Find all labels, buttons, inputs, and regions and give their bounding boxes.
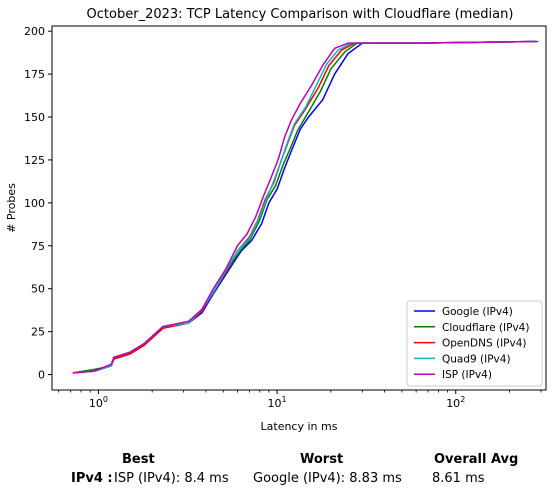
x-tick-label: 101 — [268, 395, 287, 410]
latency-chart: October_2023: TCP Latency Comparison wit… — [5, 7, 547, 433]
legend-label: Quad9 (IPv4) — [442, 353, 511, 365]
y-tick-label: 25 — [31, 326, 45, 339]
summary-best-header: Best — [122, 452, 155, 467]
y-tick-label: 50 — [31, 283, 45, 296]
legend-label: ISP (IPv4) — [442, 369, 492, 381]
summary-avg-header: Overall Avg — [434, 452, 519, 467]
y-tick-label: 175 — [24, 68, 45, 81]
legend-label: Google (IPv4) — [442, 306, 513, 318]
y-tick-label: 200 — [24, 25, 45, 38]
y-axis-label: # Probes — [5, 183, 18, 233]
series-line-isp-ipv4 — [72, 40, 536, 374]
plot-frame — [51, 25, 547, 391]
summary-avg-value: 8.61 ms — [432, 471, 485, 486]
y-tick-label: 100 — [24, 197, 45, 210]
axes: 0 25 50 75 100 125 150 175 200 100 101 102 — [24, 25, 542, 410]
y-tick-label: 0 — [38, 369, 45, 382]
y-tick-label: 125 — [24, 154, 45, 167]
y-tick-label: 75 — [31, 240, 45, 253]
summary-best-value: ISP (IPv4): 8.4 ms — [114, 471, 229, 486]
x-axis-label: Latency in ms — [261, 420, 338, 433]
legend-label: OpenDNS (IPv4) — [442, 338, 527, 350]
series-lines — [72, 40, 539, 374]
y-tick-label: 150 — [24, 111, 45, 124]
summary-worst-value: Google (IPv4): 8.83 ms — [253, 471, 402, 486]
legend-label: Cloudflare (IPv4) — [442, 322, 529, 334]
chart-title: October_2023: TCP Latency Comparison wit… — [87, 7, 514, 22]
summary-row-label: IPv4 : — [71, 471, 113, 486]
x-tick-label: 102 — [446, 395, 465, 410]
legend-box — [406, 300, 543, 387]
x-tick-label: 100 — [89, 395, 108, 410]
summary-worst-header: Worst — [300, 452, 344, 467]
legend: Google (IPv4) Cloudflare (IPv4) OpenDNS (I… — [406, 300, 543, 387]
